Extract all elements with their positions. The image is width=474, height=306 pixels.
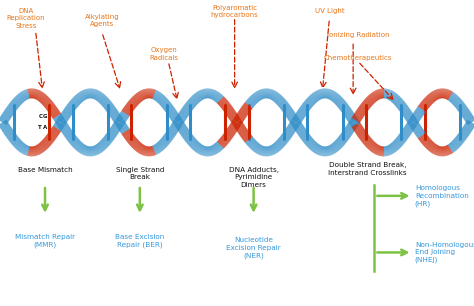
Text: Oxygen
Radicals: Oxygen Radicals <box>149 47 178 61</box>
Text: Mismatch Repair
(MMR): Mismatch Repair (MMR) <box>15 234 75 248</box>
Text: A: A <box>43 125 47 130</box>
Text: Base Mismatch: Base Mismatch <box>18 167 73 173</box>
Text: T: T <box>38 125 42 130</box>
Text: Homologous
Recombination
(HR): Homologous Recombination (HR) <box>415 185 468 207</box>
Text: Ionizing Radiation: Ionizing Radiation <box>327 32 389 38</box>
Text: Polyaromatic
hydrocarbons: Polyaromatic hydrocarbons <box>211 5 258 18</box>
Text: Alkylating
Agents: Alkylating Agents <box>84 14 119 27</box>
Text: Single Strand
Break: Single Strand Break <box>116 167 164 180</box>
Text: Base Excision
Repair (BER): Base Excision Repair (BER) <box>115 234 164 248</box>
Text: G: G <box>43 114 47 119</box>
Text: DNA
Replication
Stress: DNA Replication Stress <box>7 8 46 29</box>
Text: Non-Homologous
End Joining
(NHEJ): Non-Homologous End Joining (NHEJ) <box>415 242 474 263</box>
Text: DNA Adducts,
Pyrimidine
Dimers: DNA Adducts, Pyrimidine Dimers <box>228 167 279 188</box>
Text: Double Strand Break,
Interstrand Crosslinks: Double Strand Break, Interstrand Crossli… <box>328 162 407 176</box>
Text: UV Light: UV Light <box>315 8 344 14</box>
Text: Chemotherapeutics: Chemotherapeutics <box>324 55 392 61</box>
Text: Nucleotide
Excision Repair
(NER): Nucleotide Excision Repair (NER) <box>226 237 281 259</box>
Text: C: C <box>38 114 42 119</box>
